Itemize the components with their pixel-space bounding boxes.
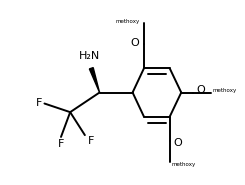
Text: O: O — [196, 85, 205, 95]
Text: F: F — [88, 136, 95, 146]
Text: H₂N: H₂N — [79, 51, 100, 60]
Polygon shape — [89, 68, 99, 92]
Text: O: O — [173, 138, 182, 148]
Text: methoxy: methoxy — [116, 19, 140, 24]
Text: O: O — [130, 38, 139, 48]
Text: F: F — [36, 98, 42, 108]
Text: methoxy: methoxy — [172, 162, 196, 167]
Text: methoxy: methoxy — [213, 88, 237, 93]
Text: F: F — [58, 139, 65, 149]
